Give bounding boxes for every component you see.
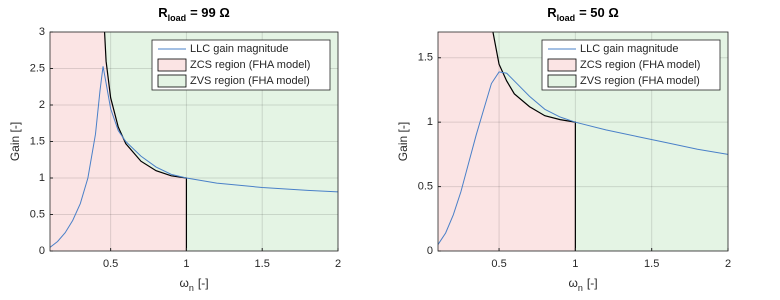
x-axis-label-rest: [-] xyxy=(198,276,209,290)
legend-label: LLC gain magnitude xyxy=(580,43,678,55)
boundary-line xyxy=(103,32,188,251)
y-tick-label: 2.5 xyxy=(30,62,45,74)
y-tick-label: 0.5 xyxy=(418,180,433,192)
legend-patch xyxy=(157,74,187,88)
x-tick-label: 1 xyxy=(183,258,189,270)
legend-label: LLC gain magnitude xyxy=(190,43,288,55)
zcs-region xyxy=(438,32,576,251)
x-axis-label-main: ω xyxy=(179,276,188,290)
subplot: 0.5 1 1.5 2 0 0.5 1 1.5 Rload = 50 Ω ωn [-] Gain [-]… xyxy=(396,5,731,293)
chart-title-sub: load xyxy=(168,13,187,23)
y-tick-label: 1.5 xyxy=(418,52,433,64)
gain-line xyxy=(438,71,728,245)
x-tick-label: 2 xyxy=(335,258,341,270)
x-axis-label-sub: n xyxy=(189,283,194,293)
x-tick-label: 1 xyxy=(572,258,578,270)
legend-label: ZCS region (FHA model) xyxy=(580,59,700,71)
axes-box xyxy=(437,31,729,252)
boundary-line xyxy=(492,32,576,251)
chart-title-rest: = 99 Ω xyxy=(190,5,230,20)
y-tick-label: 1 xyxy=(427,116,433,128)
x-tick-label: 1.5 xyxy=(255,258,270,270)
chart-title-sub: load xyxy=(557,13,576,23)
chart-title-main: R xyxy=(158,5,168,20)
lines xyxy=(438,32,728,251)
y-axis-label: Gain [-] xyxy=(396,122,410,161)
legend-label: ZVS region (FHA model) xyxy=(580,75,700,87)
chart-title: Rload = 50 Ω xyxy=(547,5,619,23)
y-tick-label: 1 xyxy=(39,172,45,184)
y-tick-label: 3 xyxy=(39,26,45,38)
chart-title: Rload = 99 Ω xyxy=(158,5,230,23)
x-axis-label: ωn [-] xyxy=(568,276,597,293)
y-tick-label: 2 xyxy=(39,99,45,111)
zcs-region xyxy=(50,32,187,251)
x-axis-label-sub: n xyxy=(578,283,583,293)
legend-patch xyxy=(157,58,187,72)
y-tick-label: 0 xyxy=(39,245,45,257)
legend-label: ZCS region (FHA model) xyxy=(190,59,310,71)
y-tick-label: 0.5 xyxy=(30,208,45,220)
x-tick-label: 0.5 xyxy=(491,258,506,270)
x-tick-label: 1.5 xyxy=(644,258,659,270)
chart-title-main: R xyxy=(547,5,557,20)
legend-patch xyxy=(547,58,577,72)
subplot: 0.5 1 1.5 2 0 0.5 1 1.5 2 2.5 3 Rload = 99 Ω ωn [-] Gai… xyxy=(8,5,341,293)
x-axis-label-main: ω xyxy=(568,276,577,290)
x-axis-label-rest: [-] xyxy=(587,276,598,290)
x-axis-label: ωn [-] xyxy=(179,276,208,293)
x-tick-label: 2 xyxy=(725,258,731,270)
chart-title-rest: = 50 Ω xyxy=(579,5,619,20)
legend-patch xyxy=(547,74,577,88)
y-axis-label: Gain [-] xyxy=(8,122,22,161)
gain-line xyxy=(50,66,338,248)
lines xyxy=(50,32,338,251)
legend-label: ZVS region (FHA model) xyxy=(190,75,310,87)
y-tick-label: 0 xyxy=(427,245,433,257)
y-tick-label: 1.5 xyxy=(30,135,45,147)
x-tick-label: 0.5 xyxy=(103,258,118,270)
